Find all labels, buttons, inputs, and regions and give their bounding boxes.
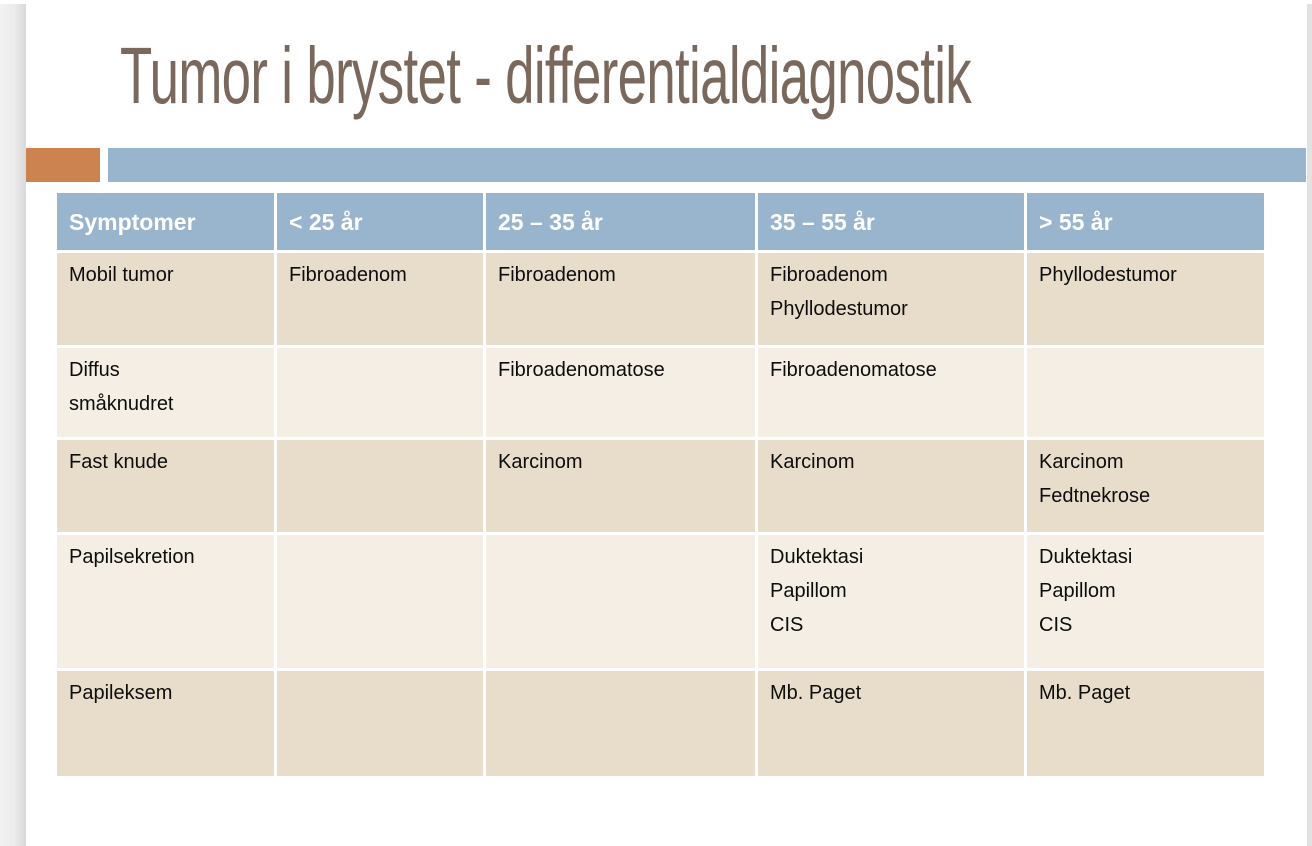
table-cell-papileksem-label: Papileksem — [57, 671, 274, 776]
table-cell: Phyllodestumor — [1027, 253, 1264, 345]
table-cell — [277, 671, 483, 776]
window-left-shadow — [0, 4, 26, 846]
table-cell-fast-knude-label: Fast knude — [57, 440, 274, 532]
table-cell: Duktektasi Papillom CIS — [1027, 535, 1264, 668]
column-header-symptomer: Symptomer — [57, 193, 274, 250]
table-cell-papilsekretion-label: Papilsekretion — [57, 535, 274, 668]
table-cell: Fibroadenom — [486, 253, 755, 345]
table-cell: Fibroadenom — [277, 253, 483, 345]
accent-bar-orange — [26, 148, 100, 182]
table-cell: Karcinom — [486, 440, 755, 532]
table-cell: Mb. Paget — [758, 671, 1024, 776]
accent-bar-blue — [108, 148, 1306, 182]
table-cell: Karcinom — [758, 440, 1024, 532]
column-header-35-55: 35 – 55 år — [758, 193, 1024, 250]
table-cell-diffus-smaknudret-label: Diffus småknudret — [57, 348, 274, 437]
table-cell: Mb. Paget — [1027, 671, 1264, 776]
table-cell — [277, 348, 483, 437]
table-cell — [1027, 348, 1264, 437]
column-header-25-35: 25 – 35 år — [486, 193, 755, 250]
slide-title: Tumor i brystet - differentialdiagnostik — [120, 31, 972, 120]
window-right-shadow — [1307, 4, 1312, 846]
column-header-over-55: > 55 år — [1027, 193, 1264, 250]
diagnosis-table: Symptomer < 25 år 25 – 35 år 35 – 55 år … — [57, 193, 1264, 776]
table-cell: Karcinom Fedtnekrose — [1027, 440, 1264, 532]
table-cell: Fibroadenom Phyllodestumor — [758, 253, 1024, 345]
column-header-under-25: < 25 år — [277, 193, 483, 250]
table-cell: Fibroadenomatose — [486, 348, 755, 437]
table-cell — [277, 535, 483, 668]
table-cell — [486, 671, 755, 776]
table-cell: Duktektasi Papillom CIS — [758, 535, 1024, 668]
table-cell — [486, 535, 755, 668]
table-cell — [277, 440, 483, 532]
table-cell-mobil-tumor-label: Mobil tumor — [57, 253, 274, 345]
table-cell: Fibroadenomatose — [758, 348, 1024, 437]
